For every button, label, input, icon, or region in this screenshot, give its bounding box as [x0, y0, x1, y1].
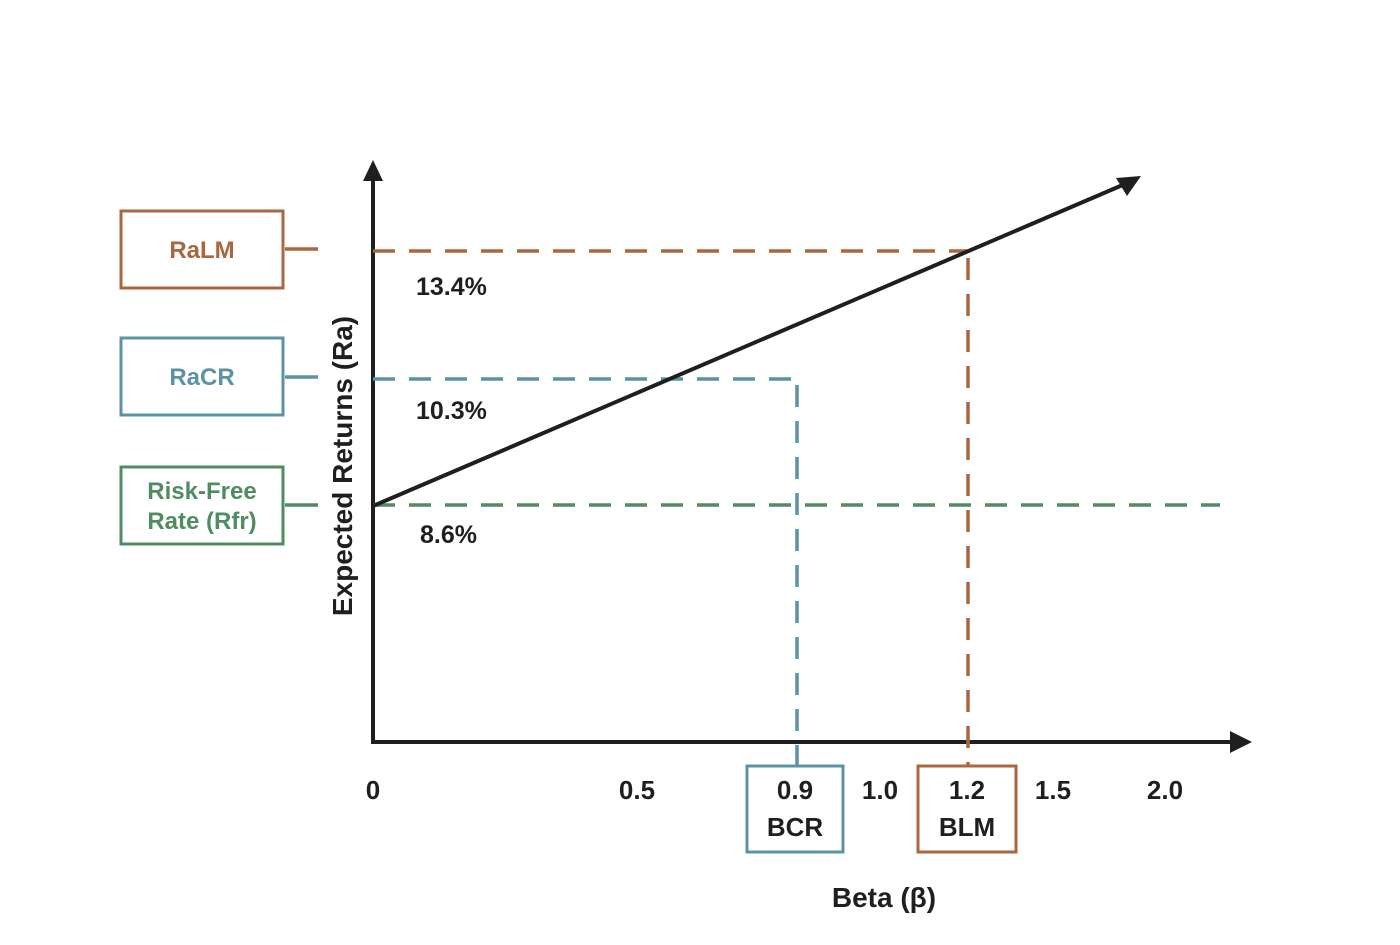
x-tick-label-2-0: 2.0: [1147, 775, 1183, 805]
ralm-box: [119, 209, 285, 290]
racr-box-label: RaCR: [169, 364, 234, 391]
racr-value-label: 10.3%: [416, 397, 487, 425]
rfr-box-label-line1: Risk-Free: [147, 478, 256, 505]
blm-box: [916, 764, 1018, 854]
x-tick-label-0-5: 0.5: [619, 775, 655, 805]
racr-box: [119, 336, 285, 417]
x-axis-arrowhead: [1230, 731, 1252, 753]
racr-reference-lines: [285, 375, 799, 765]
security-market-line: [372, 182, 1126, 508]
bcr-box-label: BCR: [767, 812, 824, 842]
rfr-value-label: 8.6%: [420, 521, 477, 549]
bcr-box-value: 0.9: [777, 775, 813, 805]
rfr-box-label-line2: Rate (Rfr): [147, 508, 256, 535]
x-axis-label: Beta (β): [832, 882, 936, 913]
y-axis-arrowhead: [363, 160, 383, 181]
bcr-box: [745, 764, 845, 854]
y-axis-label: Expected Returns (Ra): [327, 316, 358, 616]
security-market-line-arrowhead: [1116, 176, 1141, 196]
blm-box-value: 1.2: [949, 775, 985, 805]
x-tick-label-1-0: 1.0: [862, 775, 898, 805]
blm-box-label: BLM: [939, 812, 995, 842]
x-tick-label-0: 0: [366, 775, 380, 805]
rfr-box: [119, 465, 285, 546]
ralm-box-label: RaLM: [169, 237, 234, 264]
ralm-value-label: 13.4%: [416, 273, 487, 301]
ralm-reference-lines: [285, 247, 970, 765]
x-tick-label-1-5: 1.5: [1035, 775, 1071, 805]
